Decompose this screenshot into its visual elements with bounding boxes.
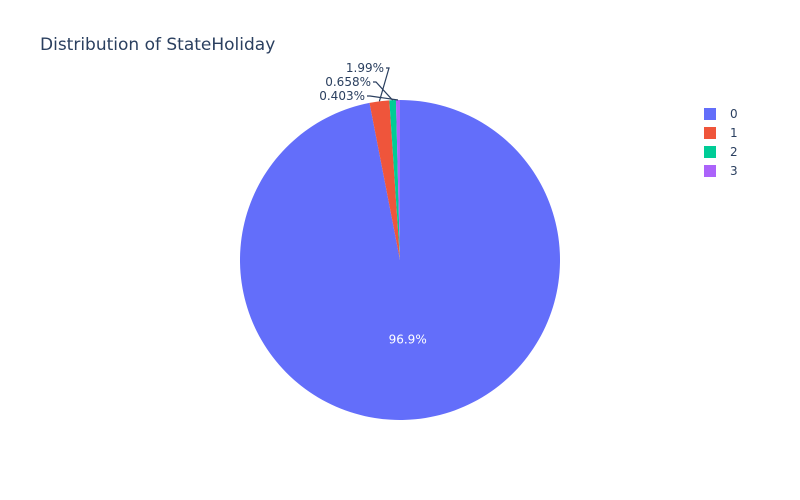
- legend-label-1: 1: [730, 126, 738, 140]
- chart-title: Distribution of StateHoliday: [40, 35, 275, 55]
- legend[interactable]: 0 1 2 3: [704, 107, 738, 178]
- legend-label-2: 2: [730, 145, 738, 159]
- legend-swatch-0: [704, 108, 716, 120]
- legend-item-0[interactable]: 0: [704, 107, 738, 121]
- slice-label-3: 0.403%: [319, 89, 365, 103]
- leader-line-3: [367, 95, 399, 101]
- pie-slices: [239, 100, 560, 421]
- pie-slice-3[interactable]: [395, 100, 400, 260]
- slice-label-2: 0.658%: [325, 75, 371, 89]
- legend-swatch-2: [704, 146, 716, 158]
- legend-label-0: 0: [730, 107, 738, 121]
- legend-swatch-3: [704, 165, 716, 177]
- pie-labels: 96.9% 1.99%0.658%0.403%: [319, 61, 426, 347]
- pie-slice-2[interactable]: [389, 100, 400, 261]
- slice-label-1: 1.99%: [346, 61, 384, 75]
- legend-swatch-1: [704, 127, 716, 139]
- leader-line-2: [373, 81, 394, 101]
- leader-line-1: [378, 67, 390, 102]
- slice-label-0: 96.9%: [389, 333, 427, 347]
- pie-slice-1[interactable]: [369, 100, 400, 261]
- legend-item-2[interactable]: 2: [704, 145, 738, 159]
- legend-label-3: 3: [730, 164, 738, 178]
- legend-item-1[interactable]: 1: [704, 126, 738, 140]
- legend-item-3[interactable]: 3: [704, 164, 738, 178]
